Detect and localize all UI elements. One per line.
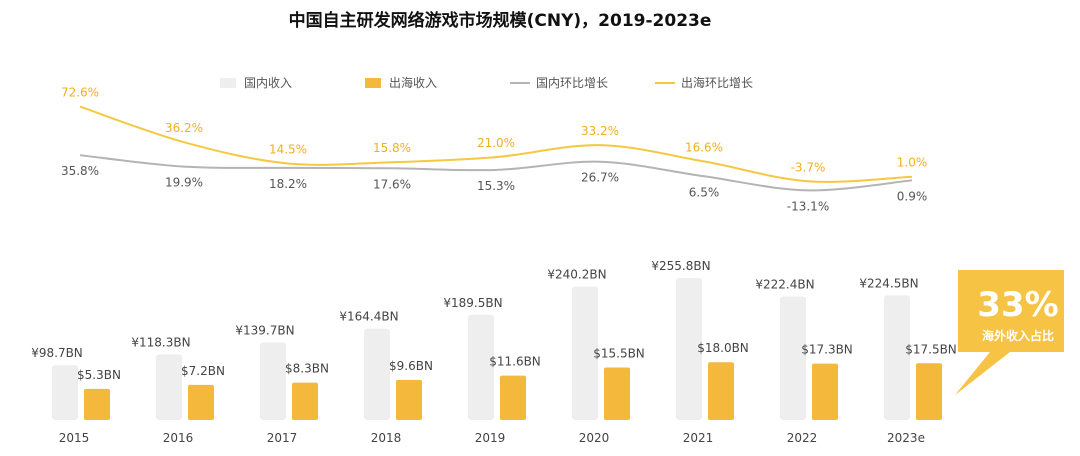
legend-swatch-domestic <box>220 77 236 88</box>
overseas-revenue-label: $17.3BN <box>801 343 853 357</box>
x-tick-label: 2017 <box>267 431 298 445</box>
legend-item-overseas-revenue: 出海收入 <box>365 74 510 91</box>
domestic-revenue-bar <box>572 286 598 420</box>
domestic-revenue-label: ¥255.8BN <box>651 259 710 273</box>
overseas-growth-label: 72.6% <box>61 86 99 100</box>
overseas-revenue-label: $11.6BN <box>489 355 541 369</box>
domestic-growth-label: 17.6% <box>373 177 411 191</box>
x-tick-label: 2018 <box>371 431 402 445</box>
legend-label-overseas-revenue: 出海收入 <box>389 76 438 90</box>
domestic-growth-label: 15.3% <box>477 179 515 193</box>
x-tick-label: 2016 <box>163 431 194 445</box>
domestic-revenue-bar <box>52 365 78 420</box>
callout-label: 海外收入占比 <box>982 328 1054 343</box>
x-tick-label: 2022 <box>787 431 818 445</box>
domestic-growth-label: -13.1% <box>787 199 829 213</box>
legend: 国内收入 出海收入 国内环比增长 出海环比增长 <box>220 74 800 91</box>
overseas-growth-label: 1.0% <box>897 156 928 170</box>
domestic-revenue-label: ¥139.7BN <box>235 323 294 337</box>
legend-label-overseas-growth: 出海环比增长 <box>681 76 754 90</box>
overseas-growth-label: -3.7% <box>791 160 826 174</box>
domestic-growth-label: 6.5% <box>689 185 720 199</box>
domestic-growth-label: 26.7% <box>581 171 619 185</box>
overseas-revenue-bar <box>708 362 734 420</box>
chart-title: 中国自主研发网络游戏市场规模(CNY)，2019-2023e <box>288 11 712 31</box>
overseas-revenue-bar <box>812 363 838 420</box>
overseas-revenue-label: $18.0BN <box>697 341 749 355</box>
overseas-revenue-bar <box>604 367 630 420</box>
legend-swatch-overseas-line <box>655 81 675 84</box>
legend-label-domestic-growth: 国内环比增长 <box>536 76 609 90</box>
overseas-revenue-label: $8.3BN <box>285 362 329 376</box>
legend-swatch-domestic-line <box>510 81 530 84</box>
callout-box <box>955 270 1064 395</box>
domestic-revenue-bar <box>260 342 286 420</box>
x-tick-label: 2020 <box>579 431 610 445</box>
overseas-revenue-label: $15.5BN <box>593 346 645 360</box>
domestic-revenue-bar <box>364 328 390 420</box>
overseas-revenue-bar <box>916 363 942 420</box>
overseas-revenue-bar <box>500 375 526 420</box>
domestic-revenue-label: ¥189.5BN <box>443 296 502 310</box>
domestic-growth-label: 19.9% <box>165 176 203 190</box>
domestic-revenue-label: ¥240.2BN <box>547 268 606 282</box>
overseas-revenue-bar <box>396 379 422 420</box>
domestic-revenue-label: ¥222.4BN <box>755 278 814 292</box>
domestic-revenue-bar <box>468 314 494 420</box>
overseas-revenue-label: $9.6BN <box>389 359 433 373</box>
domestic-revenue-bar <box>780 296 806 420</box>
domestic-growth-label: 0.9% <box>897 189 928 203</box>
domestic-revenue-label: ¥98.7BN <box>31 346 83 360</box>
domestic-revenue-bar <box>156 354 182 420</box>
domestic-revenue-bar <box>676 278 702 420</box>
overseas-growth-line <box>79 105 913 183</box>
domestic-growth-line <box>79 154 913 192</box>
legend-swatch-overseas <box>365 77 381 88</box>
overseas-revenue-label: $17.5BN <box>905 342 957 356</box>
x-tick-label: 2023e <box>887 431 925 445</box>
callout-value: 33% <box>977 285 1058 325</box>
x-tick-label: 2019 <box>475 431 506 445</box>
legend-item-domestic-growth: 国内环比增长 <box>510 74 655 91</box>
legend-item-overseas-growth: 出海环比增长 <box>655 74 800 91</box>
x-tick-label: 2021 <box>683 431 714 445</box>
overseas-revenue-bar <box>188 384 214 420</box>
overseas-revenue-label: $7.2BN <box>181 364 225 378</box>
legend-item-domestic-revenue: 国内收入 <box>220 74 365 91</box>
domestic-revenue-label: ¥118.3BN <box>131 335 190 349</box>
overseas-growth-label: 33.2% <box>581 124 619 138</box>
legend-label-domestic-revenue: 国内收入 <box>244 76 293 90</box>
x-tick-label: 2015 <box>59 431 90 445</box>
domestic-revenue-bar <box>884 295 910 420</box>
domestic-growth-label: 35.8% <box>61 164 99 178</box>
overseas-growth-label: 16.6% <box>685 140 723 154</box>
overseas-revenue-bar <box>84 388 110 420</box>
overseas-revenue-bar <box>292 382 318 420</box>
overseas-growth-label: 14.5% <box>269 142 307 156</box>
overseas-growth-label: 21.0% <box>477 136 515 150</box>
domestic-revenue-label: ¥164.4BN <box>339 310 398 324</box>
overseas-growth-label: 15.8% <box>373 141 411 155</box>
domestic-revenue-label: ¥224.5BN <box>859 276 918 290</box>
overseas-revenue-label: $5.3BN <box>77 368 121 382</box>
overseas-growth-label: 36.2% <box>165 121 203 135</box>
domestic-growth-label: 18.2% <box>269 177 307 191</box>
